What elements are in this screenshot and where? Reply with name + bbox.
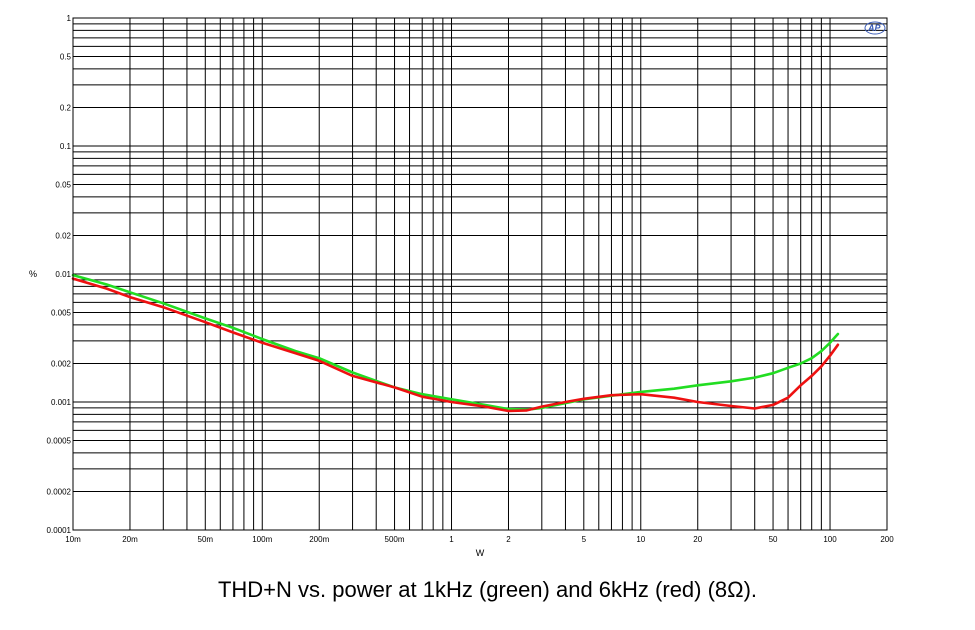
- y-tick-label: 0.05: [55, 181, 71, 190]
- plot-frame: [72, 17, 888, 531]
- chart-caption: THD+N vs. power at 1kHz (green) and 6kHz…: [217, 577, 758, 602]
- y-tick-label: 0.1: [60, 142, 72, 151]
- y-axis-label: %: [29, 269, 37, 279]
- x-axis-ticks: 10m 20m 50m 100m 200m 500m 1 2 5 10 20 50 100 200: [65, 535, 894, 544]
- x-tick-label: 100m: [252, 535, 272, 544]
- y-tick-label: 0.02: [55, 231, 71, 240]
- x-tick-label: 500m: [385, 535, 405, 544]
- y-tick-label: 0.002: [51, 359, 72, 368]
- x-tick-label: 50: [769, 535, 778, 544]
- x-tick-label: 10: [636, 535, 645, 544]
- grid: [72, 17, 888, 531]
- x-tick-label: 200: [880, 535, 894, 544]
- x-tick-label: 20: [693, 535, 702, 544]
- y-tick-label: 0.0002: [47, 487, 72, 496]
- y-tick-label: 0.001: [51, 398, 72, 407]
- x-tick-label: 5: [582, 535, 587, 544]
- y-axis-ticks: 1 0.5 0.2 0.1 0.05 0.02 0.01 0.005 0.002 0.001 0.0…: [47, 14, 72, 535]
- series-layer: [71, 273, 840, 413]
- y-tick-label: 0.005: [51, 309, 72, 318]
- ap-logo-text: AP: [867, 23, 881, 33]
- x-tick-label: 20m: [122, 535, 138, 544]
- y-tick-label: 0.5: [60, 53, 72, 62]
- y-tick-label: 1: [67, 14, 72, 23]
- x-axis-label: W: [476, 548, 485, 558]
- x-tick-label: 50m: [198, 535, 214, 544]
- x-tick-label: 200m: [309, 535, 329, 544]
- x-tick-label: 100: [823, 535, 837, 544]
- series-line-2: [71, 277, 840, 413]
- y-tick-label: 0.0001: [47, 526, 72, 535]
- y-tick-label: 0.2: [60, 103, 72, 112]
- series-line-1: [71, 273, 840, 412]
- ap-logo: AP: [864, 21, 886, 35]
- y-tick-label: 0.0005: [47, 437, 72, 446]
- x-tick-label: 10m: [65, 535, 81, 544]
- x-tick-label: 1: [449, 535, 454, 544]
- x-tick-label: 2: [506, 535, 511, 544]
- y-tick-label: 0.01: [55, 270, 71, 279]
